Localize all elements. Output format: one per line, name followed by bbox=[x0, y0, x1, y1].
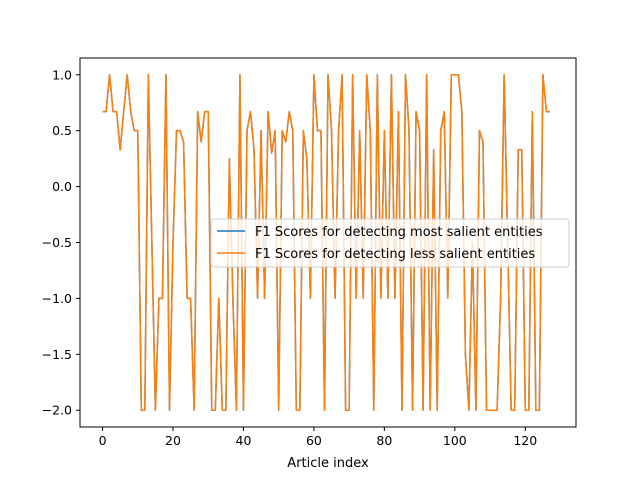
x-tick-label: 100 bbox=[443, 433, 467, 448]
y-tick-label: −2.0 bbox=[42, 403, 72, 418]
legend: F1 Scores for detecting most salient ent… bbox=[210, 218, 570, 268]
x-tick-label: 80 bbox=[376, 433, 392, 448]
y-tick-label: −0.5 bbox=[42, 235, 72, 250]
legend-label-most-salient: F1 Scores for detecting most salient ent… bbox=[255, 225, 543, 240]
y-axis-ticks: 1.0 0.5 0.0 −0.5 −1.0 −1.5 −2.0 bbox=[42, 67, 80, 418]
x-tick-label: 0 bbox=[99, 433, 107, 448]
y-tick-label: −1.5 bbox=[42, 347, 72, 362]
x-tick-label: 60 bbox=[306, 433, 322, 448]
legend-label-less-salient: F1 Scores for detecting less salient ent… bbox=[255, 247, 535, 262]
x-axis-ticks: 0 20 40 60 80 100 120 bbox=[99, 427, 537, 448]
y-tick-label: 0.0 bbox=[52, 179, 72, 194]
x-tick-label: 120 bbox=[513, 433, 537, 448]
x-tick-label: 20 bbox=[165, 433, 181, 448]
y-tick-label: 1.0 bbox=[52, 67, 72, 82]
x-axis-label: Article index bbox=[287, 456, 369, 471]
legend-box bbox=[210, 218, 570, 268]
y-tick-label: 0.5 bbox=[52, 123, 72, 138]
x-tick-label: 40 bbox=[236, 433, 252, 448]
y-tick-label: −1.0 bbox=[42, 291, 72, 306]
